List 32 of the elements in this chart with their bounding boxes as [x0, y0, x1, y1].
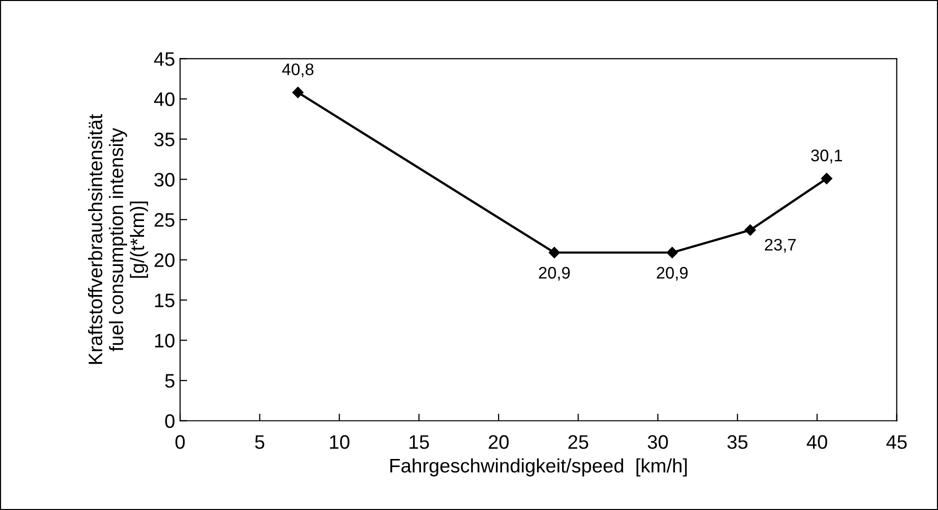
- y-tick-label: 0: [165, 414, 174, 428]
- point: [744, 224, 756, 236]
- point: [292, 86, 304, 98]
- y-tick-label: 35: [154, 132, 174, 146]
- y-tick-label: 40: [154, 92, 174, 106]
- y-tick-label: 30: [154, 172, 174, 187]
- data-label: 40,8: [282, 63, 314, 78]
- y-tick-label: 15: [155, 294, 174, 308]
- y-tick-label: 20: [154, 253, 174, 268]
- x-tick-label: 0: [175, 435, 185, 449]
- x-tick-label: 5: [255, 435, 264, 449]
- data-label: 20,9: [656, 266, 688, 281]
- y-axis-title: Kraftstoffverbrauchsintensität fuel consumption intensity [g/(t*km)]: [88, 114, 148, 364]
- y-tick-label: 25: [154, 213, 174, 227]
- point: [548, 246, 560, 258]
- x-tick-label: 25: [568, 435, 588, 449]
- x-tick-label: 35: [727, 435, 748, 449]
- x-tick-label: 20: [488, 435, 509, 449]
- x-tick-label: 40: [806, 435, 828, 449]
- x-tick-label: 30: [648, 435, 668, 449]
- point: [821, 172, 832, 184]
- y-tick-label: 10: [155, 334, 174, 348]
- data-label: 30,1: [811, 150, 842, 164]
- data-label: 20,9: [538, 266, 570, 281]
- y-tick-label: 45: [154, 52, 174, 66]
- x-axis-title: Fahrgeschwindigkeit/speed [km/h]: [390, 458, 687, 476]
- x-tick-label: 10: [330, 435, 350, 449]
- y-tick-label: 5: [165, 374, 174, 388]
- data-label: 23,7: [764, 238, 796, 253]
- point: [666, 246, 678, 258]
- x-tick-label: 15: [410, 435, 429, 449]
- x-tick-label: 45: [886, 435, 907, 449]
